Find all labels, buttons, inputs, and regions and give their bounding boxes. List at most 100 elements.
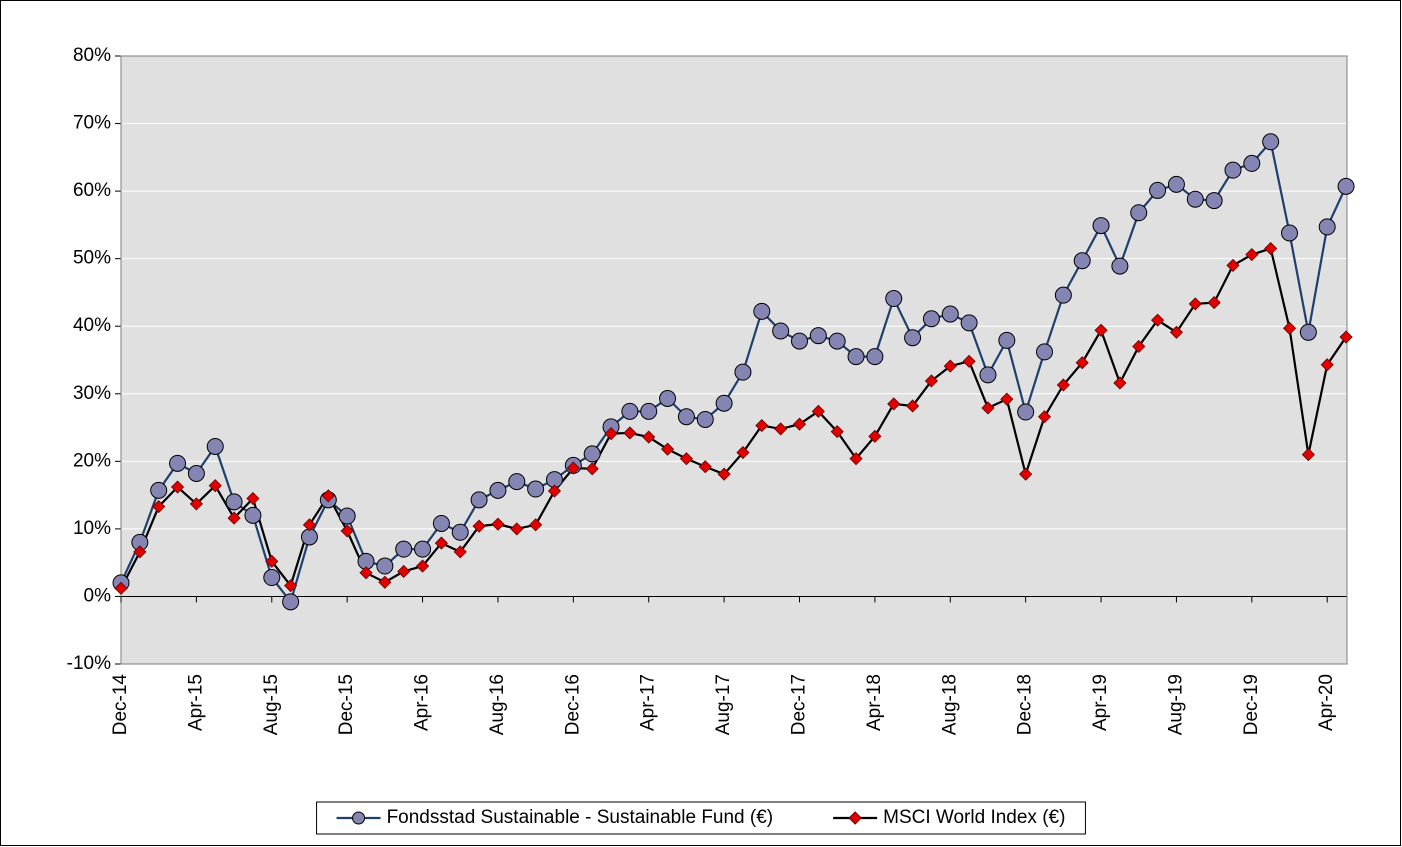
y-tick-label: 30% bbox=[73, 383, 111, 404]
data-point bbox=[1262, 133, 1280, 151]
y-tick-label: 0% bbox=[84, 585, 112, 606]
data-point bbox=[1299, 323, 1317, 341]
data-point bbox=[1186, 190, 1204, 208]
data-point bbox=[338, 507, 356, 525]
data-point bbox=[397, 564, 411, 579]
data-point bbox=[415, 559, 430, 573]
data-point bbox=[414, 540, 432, 558]
data-point bbox=[284, 579, 298, 593]
data-point bbox=[1151, 313, 1165, 327]
data-point bbox=[340, 524, 354, 538]
legend-marker bbox=[848, 811, 862, 825]
data-point bbox=[809, 327, 827, 345]
data-point bbox=[1224, 161, 1242, 179]
data-point bbox=[547, 484, 562, 498]
data-point bbox=[1036, 343, 1054, 361]
data-point bbox=[282, 593, 300, 611]
data-point bbox=[170, 480, 185, 494]
data-point bbox=[1056, 378, 1070, 392]
data-point bbox=[885, 290, 903, 308]
data-point bbox=[187, 464, 205, 482]
y-tick-label: 20% bbox=[73, 450, 111, 471]
data-point bbox=[604, 427, 618, 441]
y-tick-label: -10% bbox=[67, 653, 111, 674]
data-point bbox=[1149, 181, 1167, 199]
data-point bbox=[246, 491, 260, 506]
data-point bbox=[1264, 241, 1278, 256]
data-point bbox=[1245, 248, 1259, 262]
x-tick-label: Apr-18 bbox=[864, 674, 885, 731]
data-point bbox=[774, 422, 788, 436]
x-tick-label: Dec-15 bbox=[336, 674, 357, 735]
data-point bbox=[1339, 330, 1353, 344]
data-point bbox=[489, 481, 507, 499]
data-point bbox=[359, 566, 373, 580]
data-point bbox=[566, 461, 580, 475]
data-point bbox=[755, 418, 769, 433]
data-point bbox=[941, 305, 959, 323]
data-point bbox=[717, 467, 731, 481]
data-point bbox=[1111, 257, 1129, 275]
x-tick-label: Aug-15 bbox=[261, 674, 282, 735]
data-point bbox=[623, 426, 637, 440]
data-point bbox=[227, 511, 241, 525]
data-point bbox=[1017, 403, 1035, 421]
data-point bbox=[453, 545, 467, 559]
plot-border bbox=[120, 55, 1348, 665]
data-point bbox=[1205, 192, 1223, 210]
data-point bbox=[659, 390, 677, 408]
data-point bbox=[1167, 175, 1185, 193]
plot-area bbox=[121, 56, 1347, 664]
data-point bbox=[451, 523, 469, 541]
data-point bbox=[811, 404, 825, 418]
legend-box bbox=[316, 801, 1086, 835]
data-point bbox=[1207, 296, 1221, 310]
data-point bbox=[1132, 339, 1146, 354]
data-point bbox=[1037, 410, 1052, 424]
data-point bbox=[1092, 217, 1110, 235]
data-point bbox=[1301, 448, 1315, 462]
data-point bbox=[906, 399, 920, 413]
legend: Fondsstad Sustainable - Sustainable Fund… bbox=[316, 801, 1086, 835]
data-point bbox=[470, 491, 488, 509]
data-point bbox=[772, 322, 790, 340]
data-point bbox=[225, 493, 243, 511]
data-point bbox=[904, 329, 922, 347]
data-point bbox=[830, 425, 844, 439]
data-point bbox=[753, 302, 771, 320]
data-point bbox=[1282, 321, 1297, 335]
y-tick-label: 70% bbox=[73, 113, 111, 134]
data-point bbox=[1337, 177, 1355, 195]
data-point bbox=[1130, 204, 1148, 222]
x-tick-label: Aug-18 bbox=[939, 674, 960, 735]
x-tick-label: Dec-17 bbox=[789, 674, 810, 735]
data-point bbox=[508, 473, 526, 491]
data-point bbox=[1113, 376, 1127, 390]
data-point bbox=[1073, 252, 1091, 270]
data-point bbox=[849, 452, 863, 466]
data-point bbox=[715, 394, 733, 412]
data-point bbox=[1000, 392, 1014, 406]
data-point bbox=[998, 331, 1016, 349]
data-point bbox=[962, 354, 976, 368]
data-point bbox=[642, 430, 656, 444]
data-point bbox=[866, 348, 884, 366]
data-point bbox=[1054, 286, 1072, 304]
x-tick-label: Apr-17 bbox=[638, 674, 659, 731]
x-tick-label: Apr-16 bbox=[412, 674, 433, 731]
y-tick-label: 60% bbox=[73, 180, 111, 201]
data-point bbox=[208, 479, 222, 493]
x-tick-label: Apr-19 bbox=[1090, 674, 1111, 731]
data-point bbox=[302, 518, 317, 532]
data-point bbox=[583, 445, 601, 463]
data-point bbox=[847, 348, 865, 366]
data-point bbox=[1281, 224, 1299, 242]
data-point bbox=[244, 506, 262, 524]
data-point bbox=[1075, 356, 1089, 370]
data-point bbox=[150, 481, 168, 499]
x-tick-label: Aug-19 bbox=[1165, 674, 1186, 735]
x-tick-label: Dec-19 bbox=[1241, 674, 1262, 735]
data-point bbox=[1243, 154, 1261, 172]
